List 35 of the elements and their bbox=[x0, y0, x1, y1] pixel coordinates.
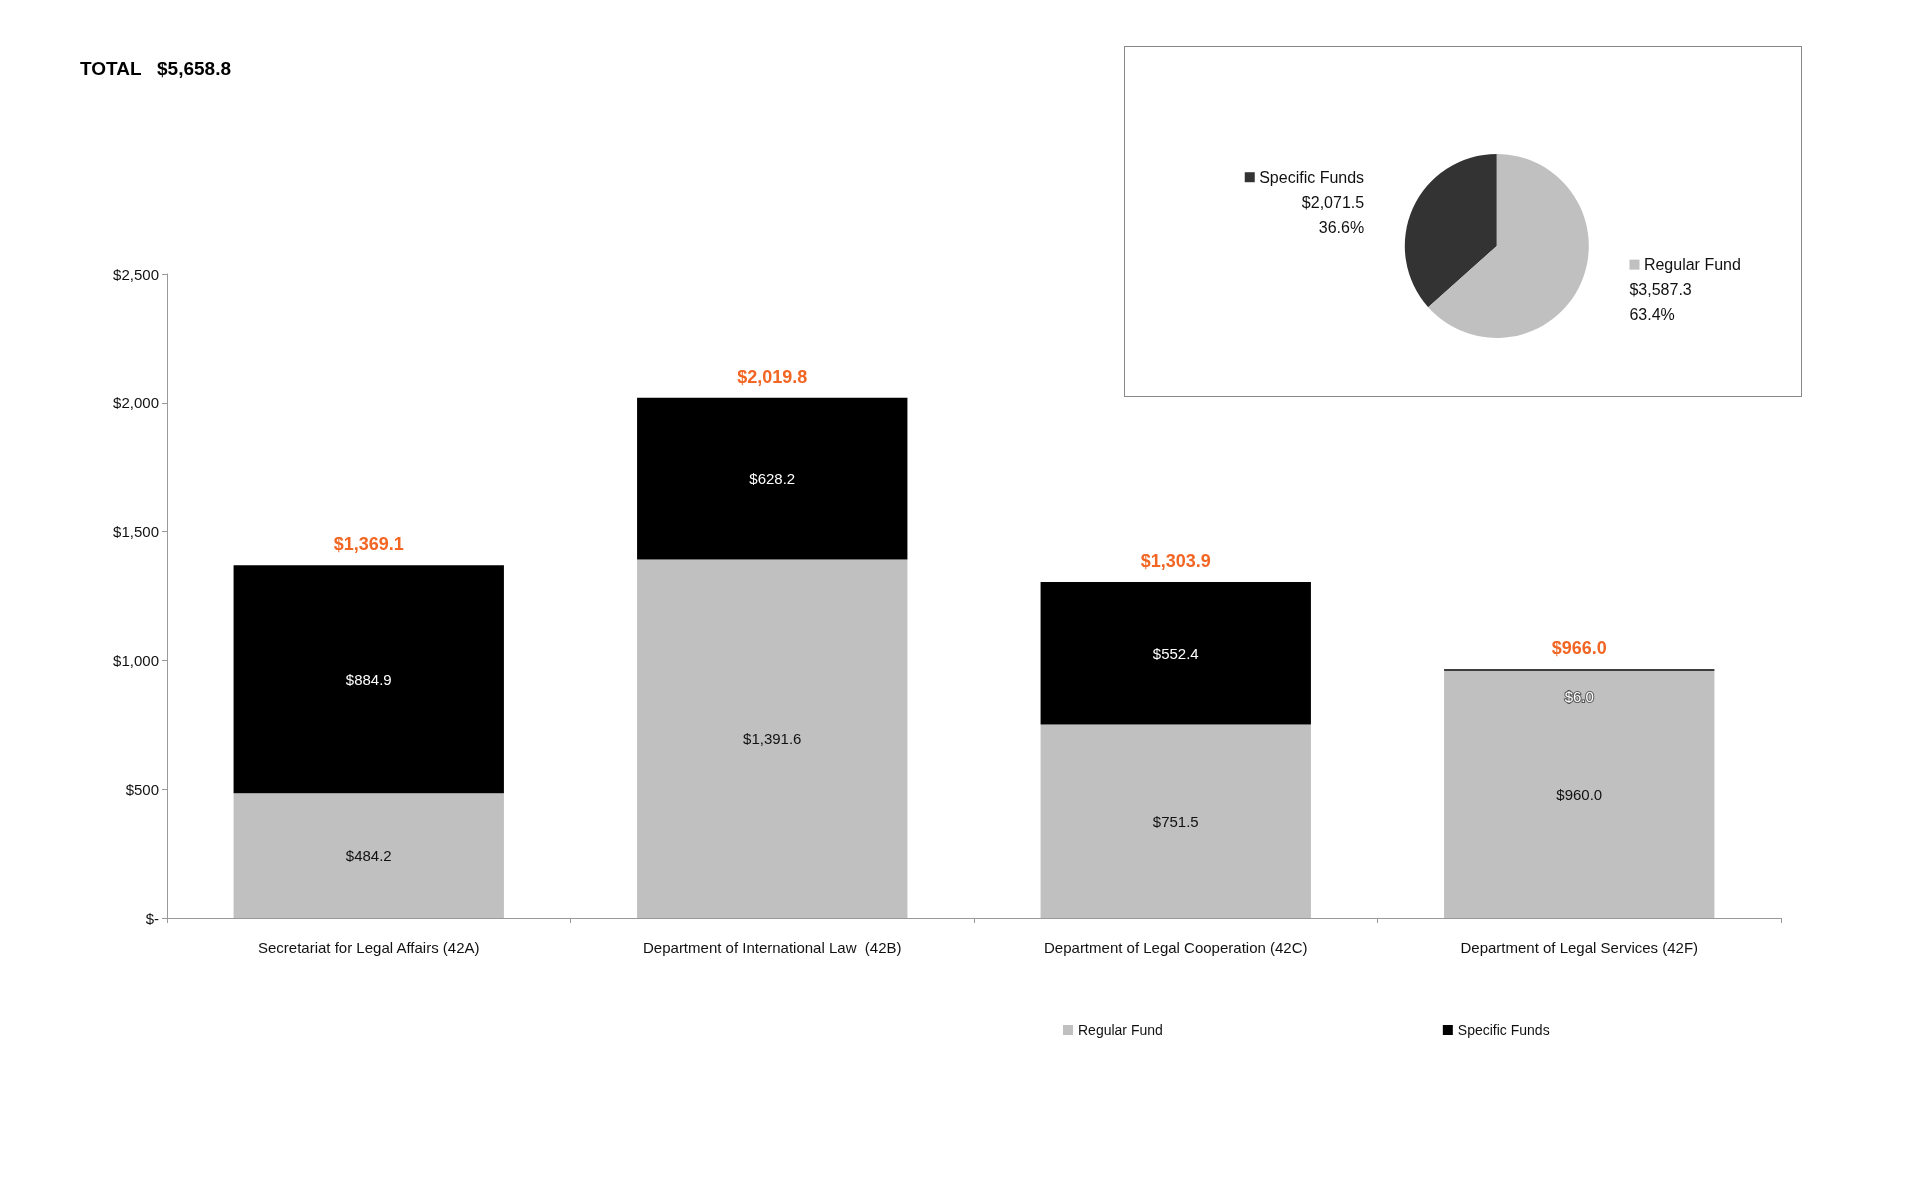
total-label: $1,303.9 bbox=[1140, 551, 1211, 572]
total-label: $1,369.1 bbox=[333, 534, 404, 555]
y-tick-label: $- bbox=[145, 909, 159, 927]
legend-label: Specific Funds bbox=[1457, 1022, 1550, 1038]
data-label: $2,071.5 36.6% bbox=[1301, 193, 1365, 236]
y-tick-label: $1,000 bbox=[113, 651, 159, 669]
legend-label: Regular Fund bbox=[1639, 256, 1741, 274]
data-label: $751.5 bbox=[1152, 812, 1199, 830]
bar bbox=[637, 559, 908, 918]
data-label: $628.2 bbox=[749, 470, 796, 488]
bar bbox=[233, 565, 504, 794]
bar bbox=[233, 793, 504, 918]
data-label: $552.4 bbox=[1152, 644, 1199, 662]
y-tick-label: $2,500 bbox=[113, 265, 159, 283]
data-label: $484.2 bbox=[345, 847, 392, 865]
data-label: $960.0 bbox=[1556, 785, 1603, 803]
y-tick-label: $2,000 bbox=[113, 394, 159, 412]
bar bbox=[1040, 724, 1311, 918]
bar bbox=[637, 397, 908, 560]
bar bbox=[1444, 670, 1715, 918]
y-tick-label: $1,500 bbox=[113, 523, 159, 541]
x-tick-label: Department of Legal Cooperation (42C) bbox=[1044, 939, 1308, 956]
legend-label: Specific Funds bbox=[1254, 168, 1365, 186]
legend-label: Regular Fund bbox=[1078, 1022, 1163, 1038]
x-tick-label: Secretariat for Legal Affairs (42A) bbox=[258, 939, 480, 956]
total-label: $2,019.8 bbox=[737, 366, 808, 387]
data-label: $884.9 bbox=[345, 670, 392, 688]
x-tick-label: Department of Legal Services (42F) bbox=[1460, 939, 1699, 956]
y-tick-label: $500 bbox=[125, 780, 159, 798]
bar bbox=[1040, 582, 1311, 725]
total-label: $966.0 bbox=[1551, 638, 1607, 659]
chart-title: TOTAL $5,658.8 bbox=[80, 58, 232, 79]
x-tick-label: Department of International Law (42B) bbox=[643, 939, 902, 956]
data-label: $1,391.6 bbox=[743, 730, 802, 748]
data-label: $3,587.3 63.4% bbox=[1629, 281, 1692, 324]
